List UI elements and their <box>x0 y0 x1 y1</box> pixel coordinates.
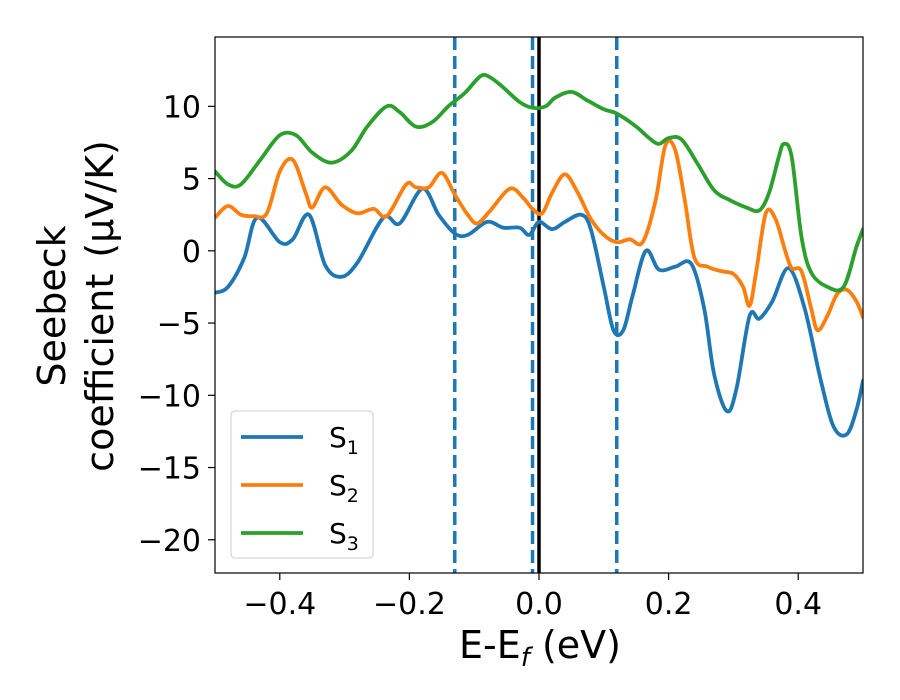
x-tick-label: −0.4 <box>243 587 316 622</box>
x-tick-label: 0.0 <box>515 587 563 622</box>
y-axis-label: Seebeck coefficient(μV/K) <box>30 140 122 472</box>
x-axis-label: E-Ef (eV) <box>459 623 621 673</box>
y-tick-label: −15 <box>138 452 201 487</box>
y-tick-label: 5 <box>182 163 201 198</box>
x-tick-label: 0.2 <box>645 587 693 622</box>
reference-lines <box>453 37 619 573</box>
legend-label-s2: S2 <box>329 469 359 507</box>
legend-label-s1: S1 <box>329 421 359 459</box>
legend: S1 S2 S3 <box>230 410 374 559</box>
series-line-s1 <box>215 186 863 438</box>
y-tick-label: −20 <box>138 524 201 559</box>
x-axis-ticks: −0.4 −0.2 0.0 0.2 0.4 <box>243 573 822 622</box>
y-tick-label: −5 <box>157 307 201 342</box>
y-axis-label-line2: coefficient(μV/K) <box>78 140 122 472</box>
y-axis-ticks: 10 5 0 −5 −10 −15 −20 <box>138 90 215 559</box>
series-lines <box>215 72 863 438</box>
y-axis-label-line1: Seebeck <box>30 225 74 386</box>
y-tick-label: −10 <box>138 379 201 414</box>
y-tick-label: 0 <box>182 235 201 270</box>
legend-label-s3: S3 <box>329 517 359 555</box>
x-tick-label: −0.2 <box>373 587 446 622</box>
series-line-s2 <box>215 138 863 333</box>
x-tick-label: 0.4 <box>774 587 822 622</box>
y-tick-label: 10 <box>163 90 201 125</box>
series-line-s3 <box>215 72 863 293</box>
